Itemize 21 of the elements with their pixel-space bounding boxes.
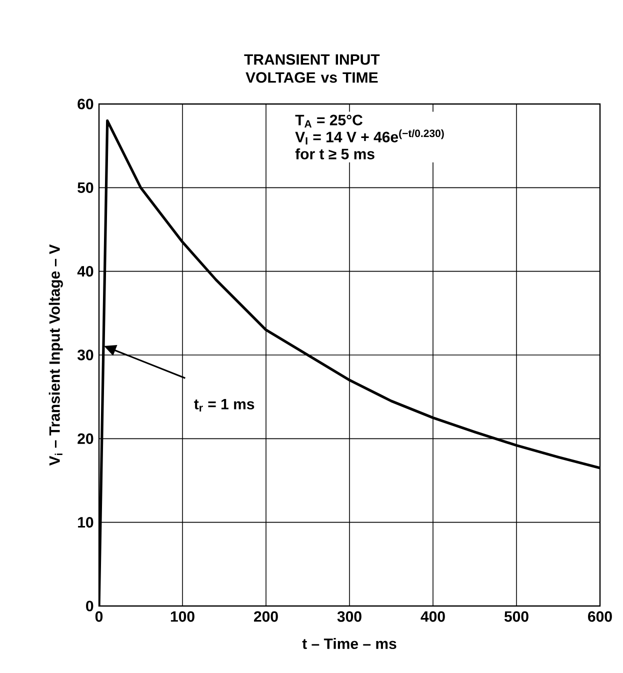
y-tick-label: 40 — [77, 266, 94, 277]
y-tick-label: 50 — [78, 182, 94, 193]
y-tick-label: 30 — [77, 350, 94, 360]
chart-title: TRANSIENT INPUT VOLTAGE vs TIME — [244, 54, 380, 83]
y-tick-label: 60 — [78, 98, 94, 110]
x-tick-label: 500 — [504, 611, 528, 622]
x-tick-label: 300 — [337, 611, 362, 622]
x-tick-label: 600 — [588, 611, 612, 622]
annotation: T$_{A}$ = 25°C — [295, 114, 363, 128]
x-tick-label: 200 — [254, 611, 278, 622]
annotation: for t ≥ 5 ms — [295, 148, 374, 160]
x-axis-title: t – Time – ms — [302, 638, 396, 650]
y-axis-title: V$_{i}$ – Transient Input Voltage – V — [48, 244, 63, 466]
y-tick-label: 0 — [86, 600, 94, 612]
annotation: t$_{r}$ = 1 ms — [194, 398, 254, 412]
x-tick-label: 0 — [95, 611, 103, 622]
y-tick-label: 20 — [78, 433, 94, 444]
x-tick-label: 400 — [420, 611, 445, 622]
y-tick-label: 10 — [78, 517, 94, 528]
annotation: V$_{I}$ = 14 V + 46e$^{(−t/0.230)}$ — [295, 129, 444, 144]
x-tick-label: 100 — [170, 611, 194, 622]
